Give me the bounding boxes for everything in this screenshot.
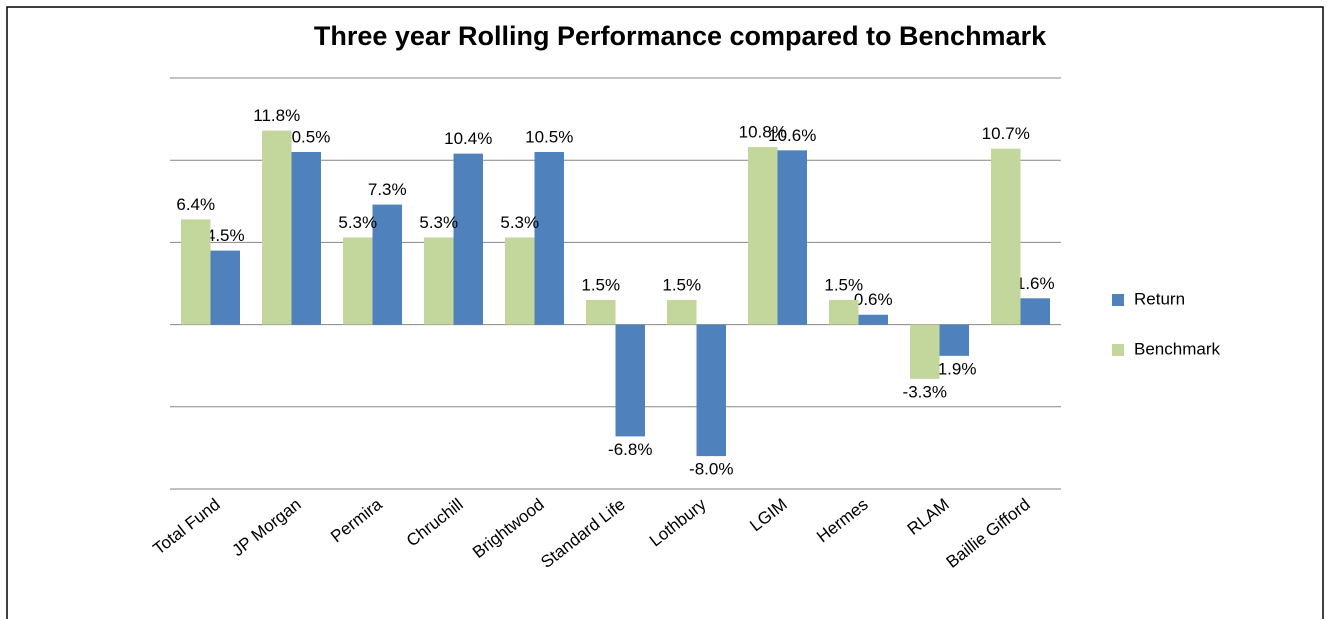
bar bbox=[181, 219, 211, 325]
value-label: 7.3% bbox=[368, 180, 407, 199]
bar bbox=[262, 130, 292, 325]
value-label: -1.9% bbox=[932, 359, 976, 378]
value-label: 5.3% bbox=[419, 213, 458, 232]
legend-label: Benchmark bbox=[1134, 339, 1220, 358]
x-tick-label: Chruchill bbox=[403, 495, 467, 551]
bar bbox=[939, 324, 969, 356]
value-label: 10.5% bbox=[525, 127, 573, 146]
value-label: 10.6% bbox=[768, 126, 816, 145]
x-tick-label: Baillie Gifford bbox=[943, 495, 1034, 572]
value-label: -6.8% bbox=[608, 440, 652, 459]
value-label: 6.4% bbox=[176, 195, 215, 214]
bar bbox=[1020, 298, 1050, 325]
value-label: 4.5% bbox=[206, 226, 245, 245]
bar bbox=[534, 151, 564, 325]
value-label: 10.7% bbox=[982, 124, 1030, 143]
bar bbox=[696, 324, 726, 457]
value-label: 0.6% bbox=[854, 290, 893, 309]
bar bbox=[210, 250, 240, 325]
bar bbox=[424, 237, 454, 325]
legend-swatch bbox=[1112, 294, 1124, 306]
bar bbox=[858, 314, 888, 325]
bar bbox=[372, 204, 402, 325]
value-label: -8.0% bbox=[689, 460, 733, 479]
bar bbox=[829, 299, 859, 325]
value-label: 11.8% bbox=[253, 106, 300, 125]
x-tick-label: Standard Life bbox=[537, 495, 628, 572]
x-tick-label: Hermes bbox=[813, 495, 872, 547]
value-label: 1.6% bbox=[1016, 274, 1055, 293]
value-label: 10.8% bbox=[739, 123, 787, 142]
bar bbox=[291, 151, 321, 325]
bar bbox=[667, 299, 697, 325]
bar bbox=[505, 237, 535, 325]
value-label: 1.5% bbox=[662, 275, 701, 294]
value-label: 1.5% bbox=[581, 275, 620, 294]
chart-frame bbox=[6, 6, 1324, 619]
bar bbox=[748, 147, 778, 325]
value-label: 1.5% bbox=[824, 275, 863, 294]
x-tick-label: LGIM bbox=[746, 495, 790, 536]
bar bbox=[615, 324, 645, 437]
x-tick-label: JP Morgan bbox=[228, 495, 304, 560]
x-tick-label: RLAM bbox=[904, 495, 953, 539]
legend-label: Return bbox=[1134, 289, 1185, 308]
value-label: 5.3% bbox=[338, 213, 377, 232]
value-label: -3.3% bbox=[903, 382, 947, 401]
bar bbox=[586, 299, 616, 325]
value-label: 10.5% bbox=[282, 127, 330, 146]
bar bbox=[910, 324, 940, 379]
x-tick-label: Total Fund bbox=[149, 495, 223, 559]
bar bbox=[343, 237, 373, 325]
x-tick-label: Lothbury bbox=[646, 494, 710, 550]
bar bbox=[453, 153, 483, 325]
value-label: 5.3% bbox=[500, 213, 539, 232]
bar bbox=[777, 150, 807, 325]
bar bbox=[991, 148, 1021, 325]
chart-title: Three year Rolling Performance compared … bbox=[314, 21, 1047, 51]
x-tick-label: Brightwood bbox=[469, 495, 548, 562]
value-label: 10.4% bbox=[444, 129, 492, 148]
legend-swatch bbox=[1112, 344, 1124, 356]
x-tick-label: Permira bbox=[327, 494, 386, 546]
